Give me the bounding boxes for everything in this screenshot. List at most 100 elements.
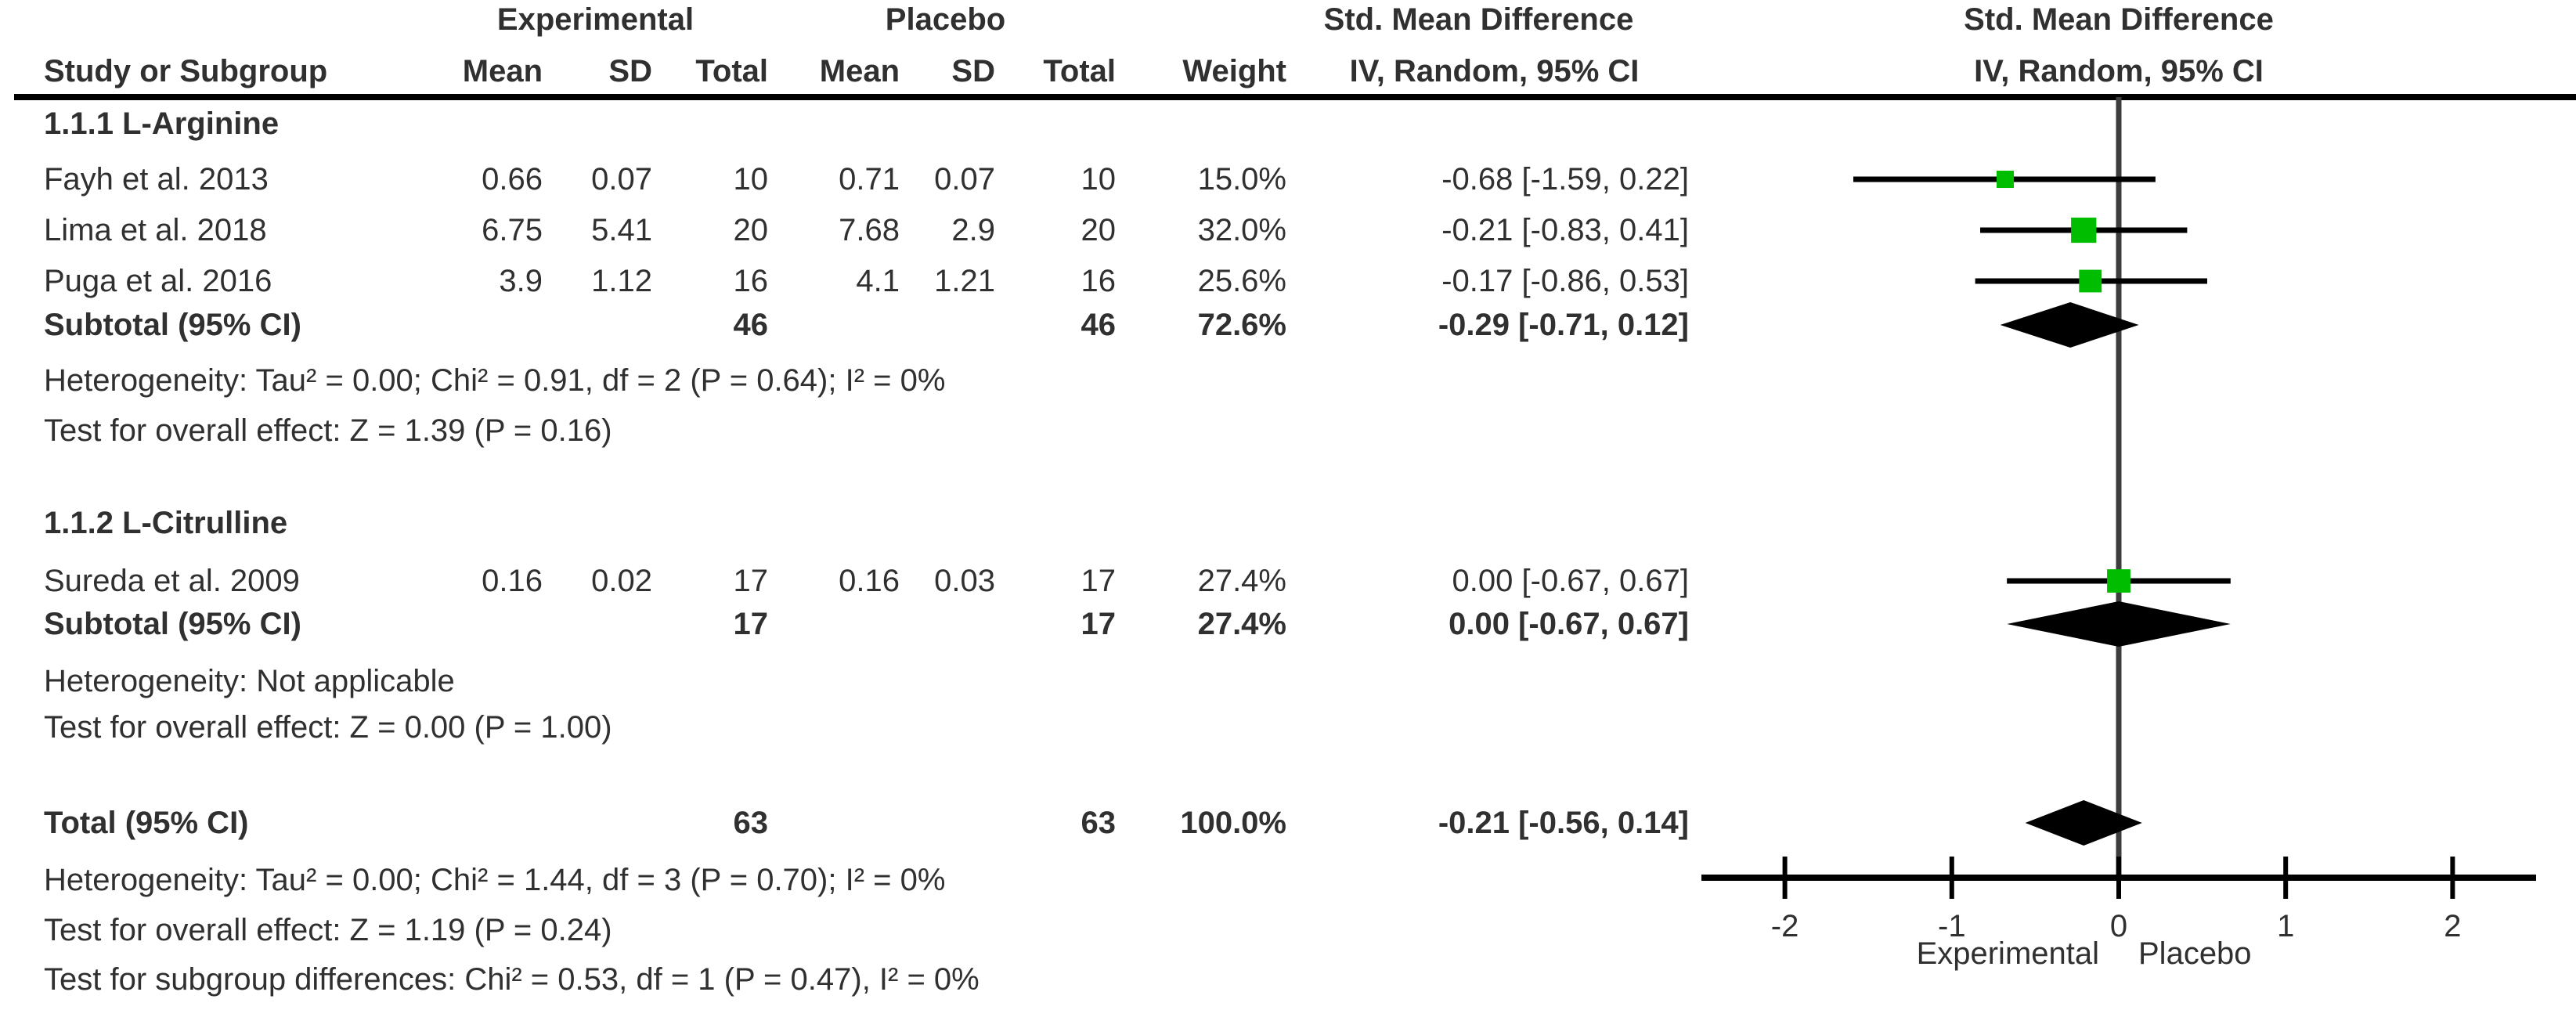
header-group-row: Experimental Placebo Std. Mean Differenc…	[0, 0, 2576, 39]
exp-total: 17	[733, 564, 769, 598]
ci-text: -0.68 [-1.59, 0.22]	[1441, 162, 1689, 197]
exp-sd: 0.02	[591, 564, 652, 598]
total-row: Total (95% CI) 63 63 100.0% -0.21 [-0.56…	[0, 803, 2576, 842]
exp-mean-header: Mean	[462, 54, 543, 88]
overall-effect-text: Test for overall effect: Z = 0.00 (P = 1…	[44, 710, 612, 745]
heterogeneity-text: Heterogeneity: Not applicable	[44, 664, 455, 698]
weight-value: 72.6%	[1197, 308, 1286, 342]
exp-sd: 1.12	[591, 264, 652, 298]
placebo-mean: 0.16	[839, 564, 900, 598]
placebo-sd-header: SD	[951, 54, 995, 88]
ci-text: -0.21 [-0.56, 0.14]	[1438, 806, 1689, 840]
exp-sd: 0.07	[591, 162, 652, 197]
heterogeneity-row: Heterogeneity: Tau² = 0.00; Chi² = 0.91,…	[0, 361, 2576, 400]
exp-mean: 0.16	[482, 564, 543, 598]
placebo-mean-header: Mean	[819, 54, 900, 88]
placebo-total: 16	[1081, 264, 1117, 298]
placebo-mean: 0.71	[839, 162, 900, 197]
overall-effect-text: Test for overall effect: Z = 1.39 (P = 0…	[44, 413, 612, 448]
study-row: Fayh et al. 2013 0.66 0.07 10 0.71 0.07 …	[0, 160, 2576, 199]
subgroup-differences-row: Test for subgroup differences: Chi² = 0.…	[0, 960, 2576, 999]
placebo-total: 10	[1081, 162, 1117, 197]
ci-text: 0.00 [-0.67, 0.67]	[1452, 564, 1689, 598]
study-name: Sureda et al. 2009	[44, 564, 300, 598]
placebo-sd: 0.03	[934, 564, 995, 598]
axis-tick-label: 2	[2444, 909, 2461, 943]
exp-total: 17	[733, 607, 769, 641]
effect-square	[2079, 269, 2102, 293]
placebo-total: 17	[1081, 607, 1117, 641]
exp-total: 63	[733, 806, 769, 840]
placebo-sd: 0.07	[934, 162, 995, 197]
exp-sd-header: SD	[608, 54, 652, 88]
subtotal-label: Subtotal (95% CI)	[44, 607, 301, 641]
subtotal-row: Subtotal (95% CI) 46 46 72.6% -0.29 [-0.…	[0, 305, 2576, 344]
subgroup-label: 1.1.1 L-Arginine	[44, 106, 280, 141]
exp-mean: 6.75	[482, 213, 543, 247]
overall-effect-row: Test for overall effect: Z = 0.00 (P = 1…	[0, 708, 2576, 747]
exp-total: 46	[733, 308, 769, 342]
study-name: Lima et al. 2018	[44, 213, 267, 247]
subgroup-header-row: 1.1.2 L-Citrulline	[0, 503, 2576, 543]
axis-tick-label: -1	[1938, 909, 1966, 943]
weight-value: 25.6%	[1197, 264, 1286, 298]
exp-mean: 0.66	[482, 162, 543, 197]
placebo-total-header: Total	[1043, 54, 1116, 88]
placebo-group-header: Placebo	[885, 2, 1006, 37]
smd-text-column-header: Std. Mean Difference	[1323, 2, 1634, 37]
weight-value: 27.4%	[1197, 564, 1286, 598]
subtotal-label: Subtotal (95% CI)	[44, 308, 301, 342]
weight-header: Weight	[1182, 54, 1286, 88]
exp-total: 20	[733, 213, 769, 247]
smd-plot-column-header: Std. Mean Difference	[1964, 2, 2274, 37]
placebo-total: 17	[1081, 564, 1117, 598]
effect-square	[2107, 569, 2130, 593]
study-row: Lima et al. 2018 6.75 5.41 20 7.68 2.9 2…	[0, 211, 2576, 250]
pooled-diamond	[2007, 601, 2231, 647]
subgroup-header-row: 1.1.1 L-Arginine	[0, 104, 2576, 143]
heterogeneity-text: Heterogeneity: Tau² = 0.00; Chi² = 0.91,…	[44, 363, 946, 398]
pooled-diamond	[2025, 800, 2142, 846]
header-columns-row: Study or Subgroup Mean SD Total Mean SD …	[0, 52, 2576, 91]
weight-value: 15.0%	[1197, 162, 1286, 197]
ci-text: -0.21 [-0.83, 0.41]	[1441, 213, 1689, 247]
axis-left-label: Experimental	[1917, 936, 2099, 971]
axis-tick-label: 0	[2110, 909, 2127, 943]
exp-total: 10	[733, 162, 769, 197]
study-column-header: Study or Subgroup	[44, 54, 328, 88]
axis-tick-label: -2	[1771, 909, 1799, 943]
pooled-diamond	[2000, 302, 2139, 348]
weight-value: 100.0%	[1180, 806, 1286, 840]
subtotal-row: Subtotal (95% CI) 17 17 27.4% 0.00 [-0.6…	[0, 604, 2576, 644]
effect-square	[2071, 217, 2097, 243]
placebo-total: 63	[1081, 806, 1117, 840]
ci-text: -0.17 [-0.86, 0.53]	[1441, 264, 1689, 298]
overall-effect-row: Test for overall effect: Z = 1.19 (P = 0…	[0, 911, 2576, 950]
overall-effect-row: Test for overall effect: Z = 1.39 (P = 0…	[0, 411, 2576, 450]
study-row: Puga et al. 2016 3.9 1.12 16 4.1 1.21 16…	[0, 262, 2576, 301]
axis-right-label: Placebo	[2138, 936, 2252, 971]
placebo-sd: 1.21	[934, 264, 995, 298]
placebo-sd: 2.9	[951, 213, 995, 247]
placebo-total: 20	[1081, 213, 1117, 247]
ci-text: -0.29 [-0.71, 0.12]	[1438, 308, 1689, 342]
experimental-group-header: Experimental	[496, 2, 695, 37]
study-name: Fayh et al. 2013	[44, 162, 269, 197]
header-divider-line	[14, 94, 2576, 100]
axis-tick-label: 1	[2277, 909, 2294, 943]
heterogeneity-row: Heterogeneity: Tau² = 0.00; Chi² = 1.44,…	[0, 860, 2576, 900]
total-label: Total (95% CI)	[44, 806, 249, 840]
iv-text-column-header: IV, Random, 95% CI	[1349, 54, 1640, 88]
weight-value: 32.0%	[1197, 213, 1286, 247]
exp-mean: 3.9	[499, 264, 543, 298]
placebo-mean: 4.1	[856, 264, 900, 298]
study-name: Puga et al. 2016	[44, 264, 272, 298]
iv-plot-column-header: IV, Random, 95% CI	[1974, 54, 2264, 88]
exp-total-header: Total	[695, 54, 768, 88]
exp-total: 16	[733, 264, 769, 298]
exp-sd: 5.41	[591, 213, 652, 247]
overall-effect-text: Test for overall effect: Z = 1.19 (P = 0…	[44, 913, 612, 947]
study-row: Sureda et al. 2009 0.16 0.02 17 0.16 0.0…	[0, 561, 2576, 601]
